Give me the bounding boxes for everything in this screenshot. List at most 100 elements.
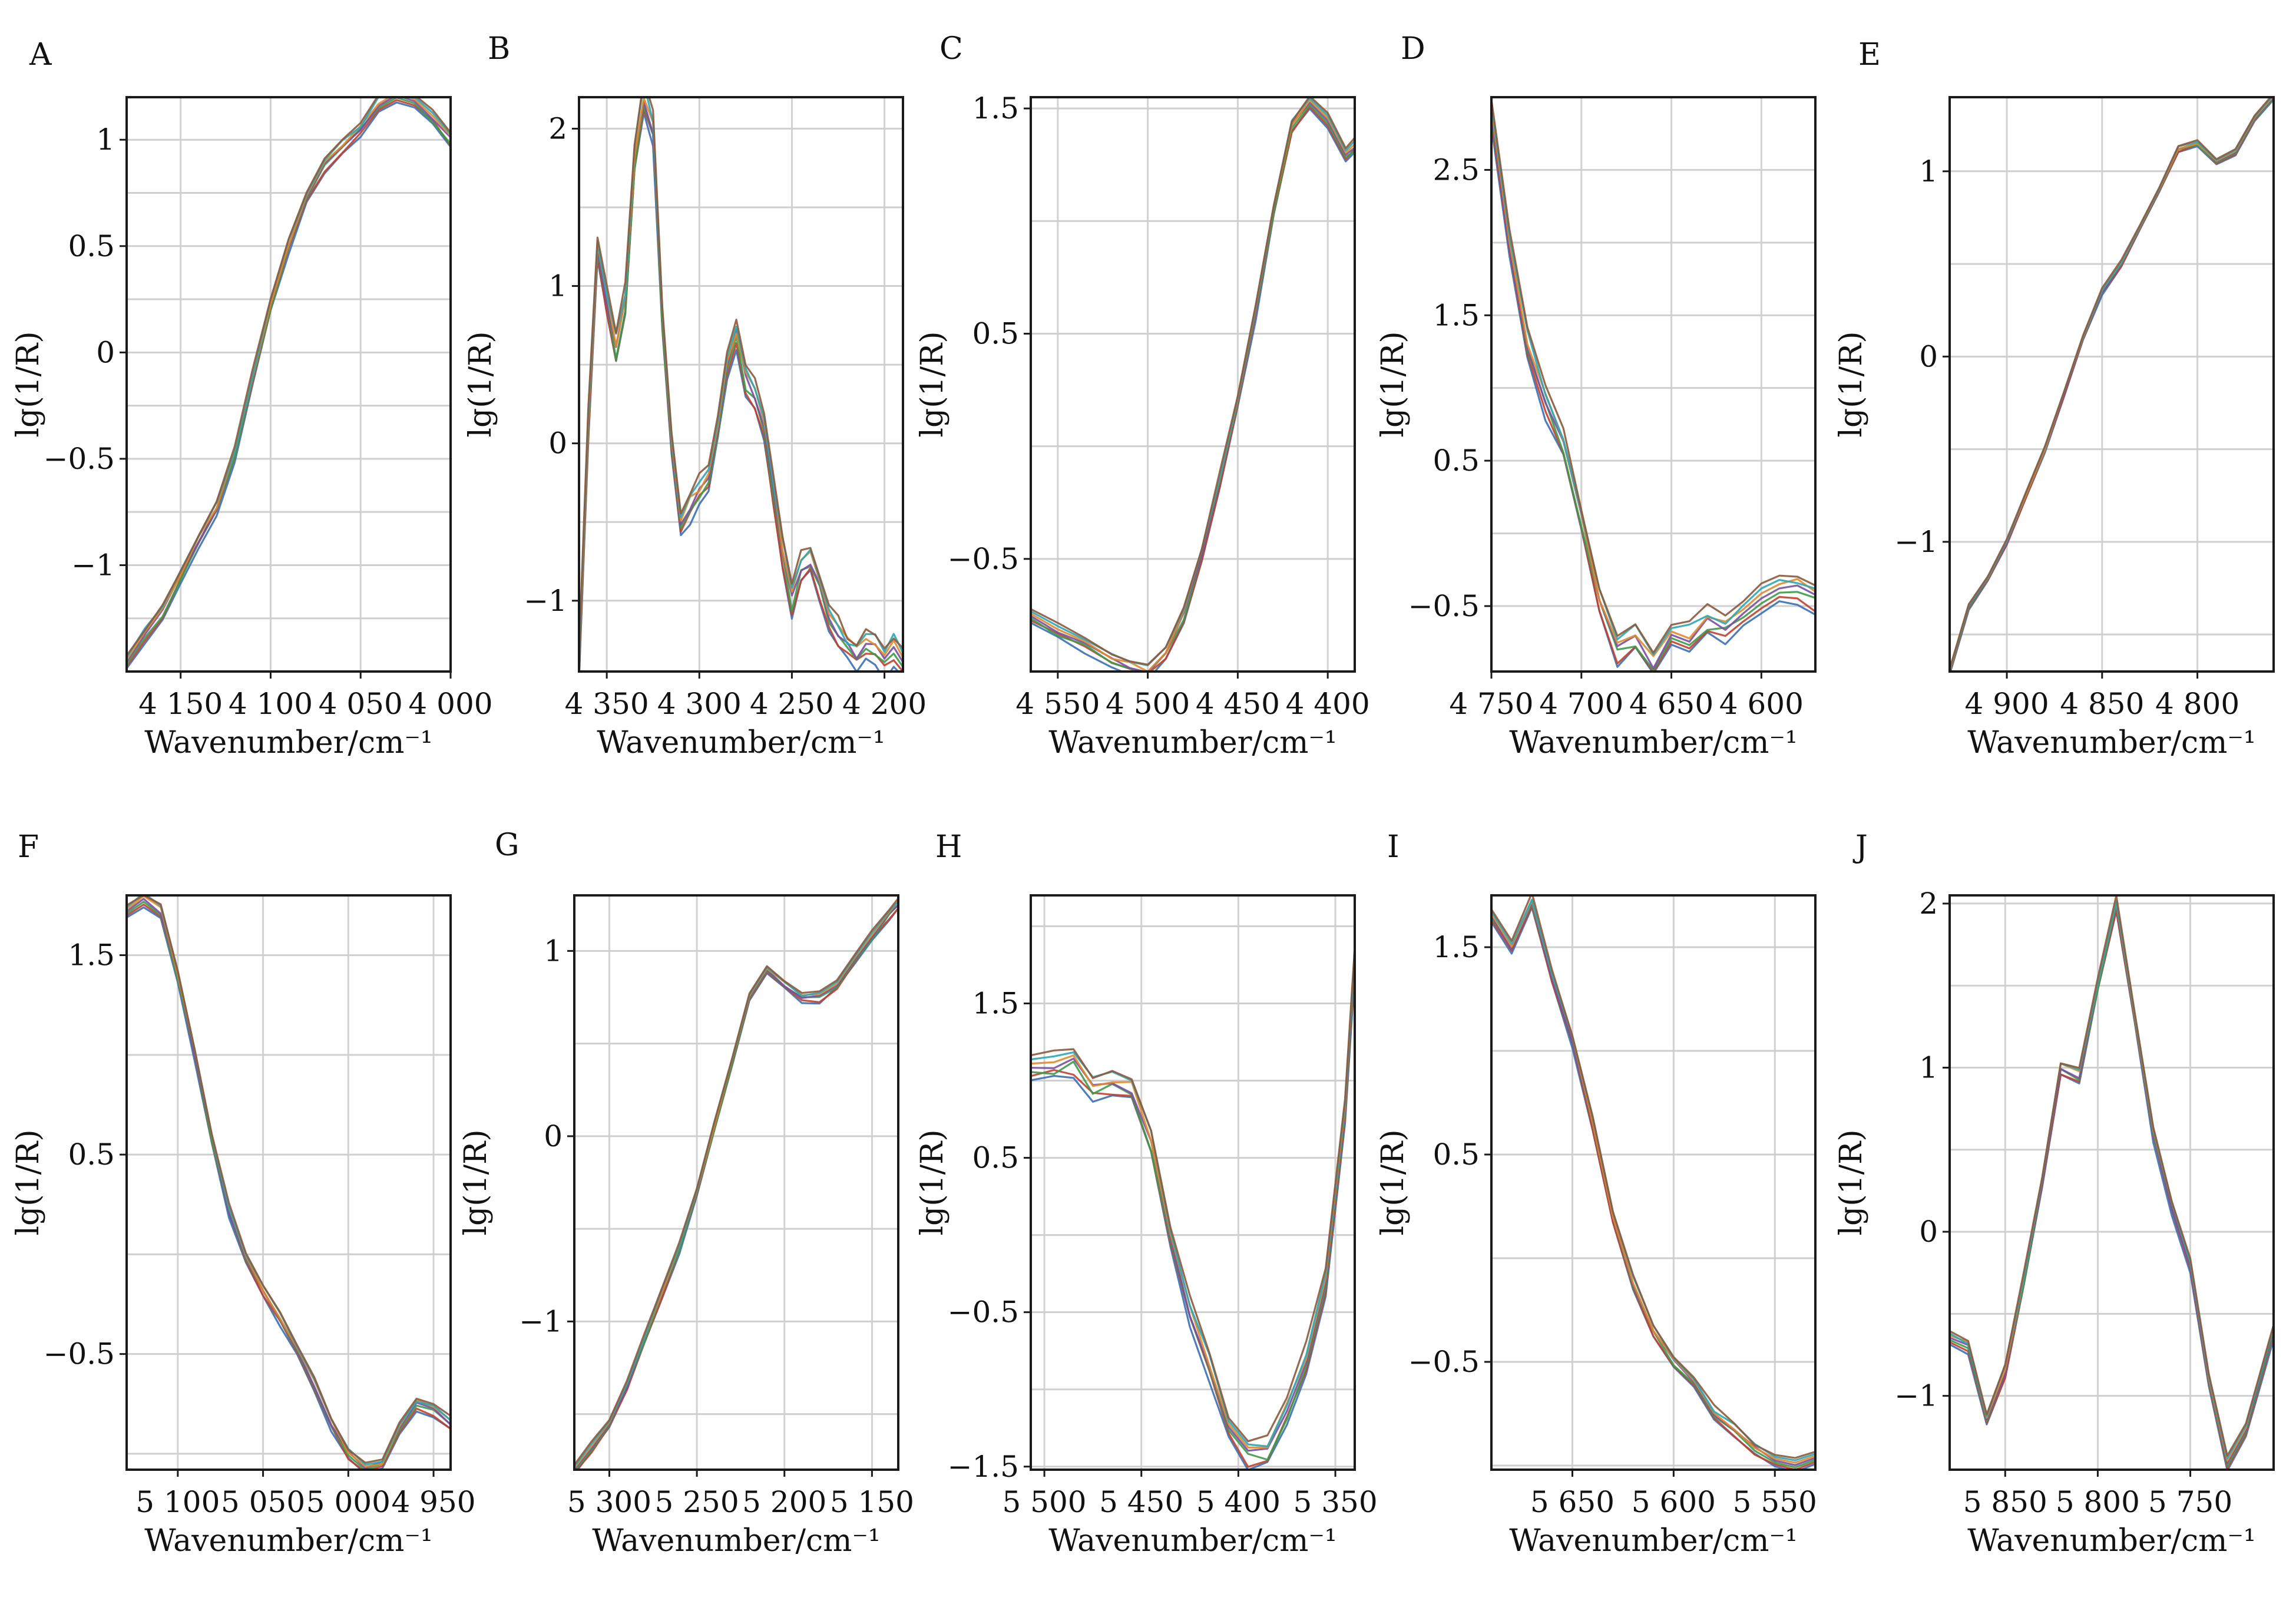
- x-tick-label: 5 150: [830, 1485, 914, 1519]
- y-tick-label: −0.5: [44, 442, 115, 476]
- series-group: [1031, 945, 1355, 1470]
- y-axis-title: lg(1/R): [915, 331, 950, 437]
- series-sample-5-line: [579, 97, 903, 662]
- y-tick-label: 0.5: [972, 316, 1019, 350]
- x-tick-label: 5 550: [1733, 1485, 1817, 1519]
- series-group: [127, 895, 451, 1470]
- series-sample-7-line: [1491, 895, 1815, 1459]
- y-tick-label: 1.5: [1432, 298, 1480, 332]
- x-tick-label: 4 400: [1286, 687, 1370, 721]
- x-tick-label: 4 500: [1106, 687, 1190, 721]
- y-tick-label: −1: [519, 1304, 563, 1338]
- plot-frame: [573, 894, 899, 1471]
- series-sample-2-line: [1950, 909, 2274, 1469]
- series-sample-7-line: [127, 895, 451, 1464]
- y-axis-title: lg(1/R): [458, 1129, 494, 1235]
- x-tick-label: 5 600: [1632, 1485, 1716, 1519]
- y-axis-title: lg(1/R): [1834, 331, 1869, 437]
- y-tick-label: −0.5: [1408, 1345, 1480, 1379]
- y-tick-label: −0.5: [1408, 589, 1480, 623]
- series-sample-5-line: [127, 895, 451, 1468]
- y-tick-label: 0: [548, 426, 567, 461]
- x-axis-title: Wavenumber/cm⁻¹: [1967, 1523, 2256, 1559]
- x-tick-label: 4 550: [1015, 687, 1100, 721]
- panel-c: 4 550 4 500 4 450 4 400 1.5 0.5 −0.5 Wavenumber…: [915, 31, 1370, 760]
- series-sample-7-line: [1950, 895, 2274, 1457]
- x-tick-label: 5 200: [742, 1485, 826, 1519]
- x-tick-label: 4 800: [2155, 687, 2239, 721]
- series-sample-2-line: [579, 108, 903, 672]
- x-axis-title: Wavenumber/cm⁻¹: [1509, 1523, 1798, 1559]
- y-tick-label: −1: [71, 548, 115, 582]
- series-sample-5-line: [1950, 97, 2274, 672]
- x-tick-label: 5 300: [567, 1485, 651, 1519]
- panel-label: H: [935, 829, 962, 865]
- x-tick-label: 4 900: [1964, 687, 2049, 721]
- series-sample-6-line: [1950, 97, 2273, 671]
- series-sample-2-line: [1491, 905, 1815, 1470]
- series-group: [1491, 98, 1815, 672]
- y-axis-title: lg(1/R): [463, 331, 498, 437]
- series-group: [1031, 97, 1355, 672]
- plot-frame: [1490, 894, 1817, 1471]
- panel-j: 5 850 5 800 5 750 2 1 0 −1 Wavenumber/cm⁻¹ lg(1/…: [1834, 829, 2275, 1559]
- series-sample-6-line: [1491, 102, 1815, 656]
- panel-label: A: [29, 37, 52, 72]
- y-tick-label: 1: [1919, 1051, 1938, 1085]
- series-sample-4-line: [127, 97, 451, 663]
- panel-b: 4 350 4 300 4 250 4 200 2 1 0 −1 Wavenumber/cm⁻¹…: [463, 31, 927, 760]
- series-sample-7-line: [1491, 98, 1815, 654]
- x-tick-label: 4 650: [1629, 687, 1713, 721]
- y-tick-label: 2: [1919, 887, 1938, 921]
- x-tick-label: 4 000: [408, 687, 492, 721]
- x-axis-title: Wavenumber/cm⁻¹: [597, 725, 885, 760]
- panel-i: 5 650 5 600 5 550 1.5 0.5 −0.5 Wavenumber/cm⁻¹…: [1375, 829, 1817, 1559]
- series-sample-4-line: [1491, 111, 1815, 670]
- panel-h: 5 500 5 450 5 400 5 350 1.5 0.5 −0.5 −1.5 Wavenu…: [915, 829, 1378, 1559]
- series-sample-7-line: [127, 97, 451, 657]
- series-sample-1-line: [1950, 98, 2274, 672]
- series-sample-3-line: [1031, 960, 1355, 1461]
- x-tick-label: 4 600: [1719, 687, 1804, 721]
- x-axis-title: Wavenumber/cm⁻¹: [144, 725, 433, 760]
- x-tick-label: 4 450: [1196, 687, 1280, 721]
- y-tick-label: −0.5: [44, 1337, 115, 1371]
- panel-label: G: [495, 828, 520, 863]
- x-tick-label: 4 250: [750, 687, 834, 721]
- x-tick-label: 4 200: [842, 687, 927, 721]
- series-sample-4-line: [579, 101, 903, 667]
- series-sample-5-line: [1491, 107, 1815, 657]
- series-sample-3-line: [1031, 103, 1355, 672]
- series-sample-1-line: [1031, 972, 1355, 1470]
- x-axis-title: Wavenumber/cm⁻¹: [144, 1523, 433, 1559]
- y-tick-label: −1: [524, 584, 567, 618]
- y-tick-label: 2.5: [1432, 153, 1480, 187]
- series-group: [1491, 895, 1815, 1470]
- series-sample-3-line: [127, 901, 451, 1470]
- series-group: [1950, 97, 2274, 672]
- series-sample-1-line: [127, 906, 451, 1470]
- y-tick-label: 1.5: [972, 986, 1019, 1020]
- y-tick-label: 1: [548, 269, 567, 303]
- panel-e: 4 900 4 850 4 800 1 0 −1 Wavenumber/cm⁻¹ lg(1/R…: [1834, 37, 2275, 760]
- series-sample-7-line: [1031, 97, 1355, 666]
- series-sample-4-line: [1950, 97, 2274, 672]
- x-tick-label: 5 450: [1099, 1485, 1183, 1519]
- series-sample-3-line: [574, 904, 898, 1470]
- series-sample-5-line: [574, 901, 898, 1469]
- series-sample-5-line: [1491, 900, 1815, 1464]
- x-tick-label: 4 050: [319, 687, 403, 721]
- series-sample-7-line: [1031, 945, 1355, 1443]
- y-tick-label: 1: [544, 934, 563, 968]
- series-sample-6-line: [1491, 898, 1815, 1461]
- series-sample-2-line: [1491, 120, 1815, 672]
- y-tick-label: 1.5: [972, 91, 1019, 125]
- plot-frame: [125, 96, 452, 673]
- x-tick-label: 4 950: [391, 1485, 475, 1519]
- y-axis-title: lg(1/R): [1834, 1129, 1869, 1235]
- series-sample-4-line: [1031, 101, 1355, 672]
- x-tick-label: 5 250: [655, 1485, 739, 1519]
- panel-f: 5 100 5 050 5 000 4 950 1.5 0.5 −0.5 Wavenumber…: [11, 829, 476, 1559]
- y-axis-title: lg(1/R): [11, 1129, 46, 1235]
- plot-frame: [125, 894, 452, 1471]
